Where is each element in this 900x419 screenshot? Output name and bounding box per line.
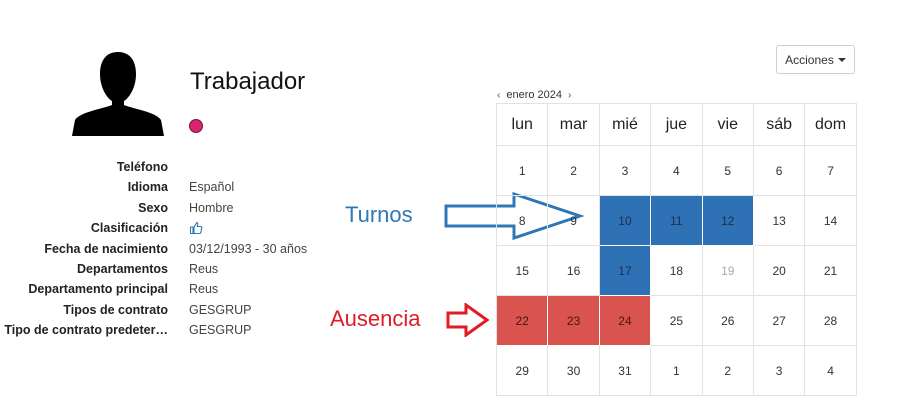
weekday-header: dom (805, 104, 857, 146)
calendar-day[interactable]: 2 (702, 346, 754, 396)
weekday-header: mié (599, 104, 652, 146)
detail-label: Departamentos (77, 262, 168, 276)
detail-value: Reus (189, 282, 219, 297)
detail-label: Clasificación (90, 221, 168, 236)
calendar-day[interactable]: 30 (548, 346, 600, 396)
calendar-day[interactable]: 21 (805, 246, 857, 296)
detail-value: Español (189, 180, 235, 195)
calendar-day[interactable]: 7 (805, 146, 857, 196)
month-navigation: ‹ enero 2024 › (497, 89, 571, 101)
calendar-day[interactable]: 18 (651, 246, 703, 296)
detail-label: Sexo (138, 200, 168, 215)
actions-dropdown-button[interactable]: Acciones (776, 45, 855, 74)
calendar-day[interactable]: 20 (753, 246, 806, 296)
weekday-header: lun (497, 104, 549, 146)
calendar-body: 1 2 3 4 5 6 7 8 9 10 11 12 13 14 15 16 17 18 19 20 21 22 23 24 2… (497, 146, 857, 396)
weekday-header: jue (651, 104, 703, 146)
calendar-day-turno[interactable]: 11 (651, 196, 703, 246)
weekday-header: mar (548, 104, 600, 146)
caret-down-icon (837, 57, 846, 62)
calendar-day-ausencia[interactable]: 23 (548, 296, 600, 346)
calendar-week: 22 23 24 25 26 27 28 (497, 296, 857, 346)
calendar-day[interactable]: 3 (599, 146, 652, 196)
detail-label: Departamento principal (28, 282, 168, 297)
detail-row-departamentos: Departamentos Reus (0, 262, 340, 282)
detail-value (189, 221, 203, 236)
detail-row-clasificacion: Clasificación (0, 221, 340, 241)
calendar-day[interactable]: 28 (805, 296, 857, 346)
calendar-day-ausencia[interactable]: 24 (599, 296, 652, 346)
detail-value: 03/12/1993 - 30 años (189, 241, 308, 256)
calendar-day[interactable]: 19 (702, 246, 754, 296)
calendar-day[interactable]: 31 (599, 346, 652, 396)
calendar-week: 29 30 31 1 2 3 4 (497, 346, 857, 396)
calendar-day[interactable]: 14 (805, 196, 857, 246)
calendar-day[interactable]: 1 (651, 346, 703, 396)
arrow-right-icon (444, 192, 584, 240)
detail-row-departamento-principal: Departamento principal Reus (0, 282, 340, 302)
worker-title: Trabajador (190, 68, 306, 95)
calendar-day[interactable]: 29 (497, 346, 549, 396)
chevron-left-icon[interactable]: ‹ (497, 89, 501, 101)
detail-row-tipo-contrato-predeterminado: Tipo de contrato predeter… GESGRUP (0, 323, 340, 343)
calendar-header: lun mar mié jue vie sáb dom (497, 104, 857, 146)
annotation-ausencia: Ausencia (330, 306, 421, 331)
calendar-day[interactable]: 9 (548, 196, 600, 246)
calendar-week: 8 9 10 11 12 13 14 (497, 196, 857, 246)
detail-value: GESGRUP (189, 323, 252, 338)
calendar: lun mar mié jue vie sáb dom 1 2 3 4 5 6 7 8 9 10 11 12 13 1… (496, 103, 857, 396)
actions-label: Acciones (785, 52, 834, 67)
arrow-right-icon (446, 303, 490, 337)
annotation-turnos: Turnos (345, 202, 413, 227)
calendar-day-ausencia[interactable]: 22 (497, 296, 549, 346)
calendar-day[interactable]: 16 (548, 246, 600, 296)
calendar-day[interactable]: 6 (753, 146, 806, 196)
calendar-day[interactable]: 5 (702, 146, 754, 196)
detail-row-idioma: Idioma Español (0, 180, 340, 200)
detail-row-fecha-nacimiento: Fecha de nacimiento 03/12/1993 - 30 años (0, 242, 340, 262)
calendar-week: 15 16 17 18 19 20 21 (497, 246, 857, 296)
calendar-day[interactable]: 25 (651, 296, 703, 346)
detail-value: Hombre (189, 200, 234, 215)
detail-label: Idioma (127, 180, 168, 195)
calendar-day[interactable]: 3 (753, 346, 806, 396)
calendar-day-turno[interactable]: 10 (599, 196, 652, 246)
status-indicator (189, 119, 203, 133)
detail-label: Fecha de nacimiento (44, 241, 168, 256)
detail-label: Tipos de contrato (63, 302, 168, 317)
detail-value: GESGRUP (189, 302, 252, 317)
weekday-header: sáb (753, 104, 806, 146)
person-silhouette-icon (72, 52, 164, 136)
detail-row-telefono: Teléfono (0, 160, 340, 180)
calendar-day[interactable]: 13 (753, 196, 806, 246)
detail-row-tipos-contrato: Tipos de contrato GESGRUP (0, 303, 340, 323)
detail-label: Teléfono (116, 160, 168, 174)
calendar-day[interactable]: 8 (497, 196, 549, 246)
detail-row-sexo: Sexo Hombre (0, 201, 340, 221)
calendar-day-turno[interactable]: 12 (702, 196, 754, 246)
detail-value: Reus (189, 262, 219, 276)
month-label: enero 2024 (506, 89, 563, 101)
weekday-header: vie (702, 104, 754, 146)
chevron-right-icon[interactable]: › (568, 89, 572, 101)
calendar-day[interactable]: 26 (702, 296, 754, 346)
calendar-day[interactable]: 4 (805, 346, 857, 396)
calendar-day[interactable]: 15 (497, 246, 549, 296)
thumbs-up-icon[interactable] (189, 221, 203, 235)
calendar-day-turno[interactable]: 17 (599, 246, 652, 296)
calendar-day[interactable]: 2 (548, 146, 600, 196)
calendar-day[interactable]: 4 (651, 146, 703, 196)
calendar-day[interactable]: 27 (753, 296, 806, 346)
detail-label: Tipo de contrato predeter… (4, 323, 168, 338)
calendar-day[interactable]: 1 (497, 146, 549, 196)
